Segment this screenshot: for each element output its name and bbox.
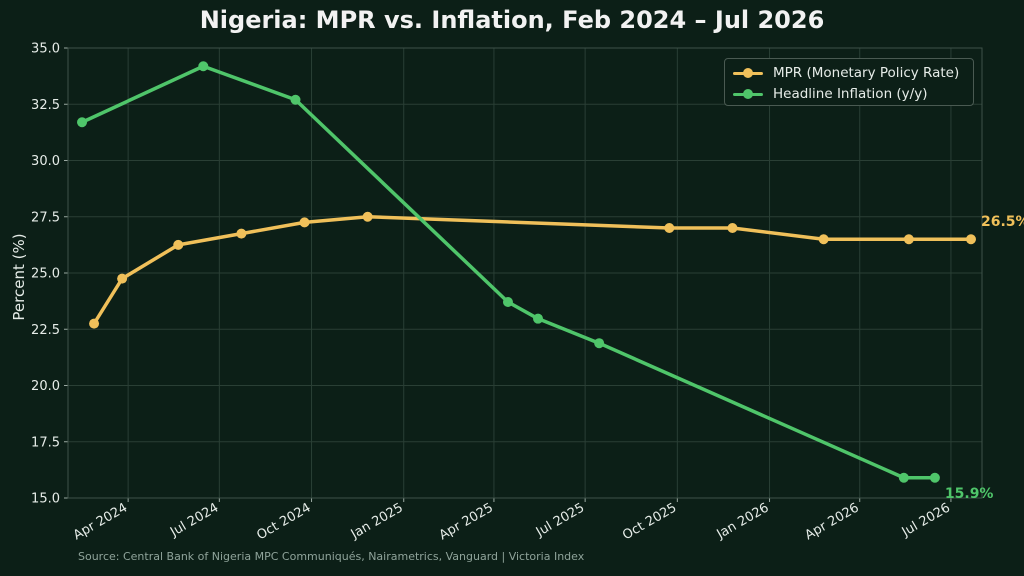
legend-item-mpr: MPR (Monetary Policy Rate) [733, 62, 965, 83]
plot-frame [67, 47, 983, 499]
data-point-mpr [965, 234, 976, 245]
data-point-mpr [173, 239, 184, 250]
data-point-mpr [664, 223, 675, 233]
x-tick-label: Apr 2024 [71, 500, 130, 543]
legend-swatch-inflation [733, 88, 763, 100]
x-tick-label: Jan 2026 [714, 500, 772, 542]
legend: MPR (Monetary Policy Rate) Headline Infl… [724, 58, 974, 106]
tick-labels: 15.0 17.5 20.0 22.5 25.0 27.5 30.0 32.5 35.0 Apr … [31, 42, 953, 544]
x-tick-label: Apr 2025 [437, 500, 496, 543]
y-tick-label: 22.5 [31, 323, 60, 338]
data-point-mpr [89, 318, 100, 329]
x-tick-label: Oct 2024 [254, 500, 313, 543]
axes [64, 47, 983, 502]
data-point-mpr [362, 211, 373, 222]
x-tick-label: Oct 2025 [620, 500, 679, 543]
data-point-inflation [929, 472, 940, 483]
x-tick-label: Jul 2026 [899, 500, 953, 540]
y-axis-label: Percent (%) [10, 233, 28, 321]
data-point-inflation [77, 117, 88, 128]
data-point-inflation [198, 61, 209, 72]
legend-swatch-mpr [733, 67, 763, 79]
y-tick-label: 20.0 [31, 379, 60, 394]
y-tick-label: 27.5 [31, 210, 60, 225]
data-point-inflation [594, 338, 605, 349]
x-tick-label: Jan 2025 [348, 500, 406, 542]
y-tick-label: 25.0 [31, 267, 60, 282]
data-point-mpr [236, 228, 247, 239]
series-line-mpr [92, 215, 973, 326]
y-tick-label: 35.0 [31, 42, 60, 57]
legend-label-inflation: Headline Inflation (y/y) [773, 85, 928, 102]
data-point-inflation [898, 472, 909, 483]
legend-label-mpr: MPR (Monetary Policy Rate) [773, 64, 960, 81]
source-note: Source: Central Bank of Nigeria MPC Comm… [78, 550, 585, 563]
series-lines [77, 61, 976, 483]
data-point-mpr [818, 234, 829, 245]
data-point-mpr [299, 217, 310, 228]
x-tick-label: Jul 2024 [167, 500, 221, 540]
data-point-mpr [117, 273, 128, 284]
y-tick-label: 15.0 [31, 492, 60, 507]
data-point-inflation [533, 313, 544, 324]
grid-lines [68, 47, 982, 499]
x-tick-label: Jul 2025 [533, 500, 587, 540]
data-point-mpr [903, 234, 914, 245]
series-line-inflation [80, 64, 937, 480]
y-tick-label: 17.5 [31, 435, 60, 450]
chart-title: Nigeria: MPR vs. Inflation, Feb 2024 – J… [199, 6, 825, 34]
data-point-inflation [502, 297, 513, 308]
y-tick-label: 32.5 [31, 98, 60, 113]
y-tick-label: 30.0 [31, 154, 60, 169]
legend-item-inflation: Headline Inflation (y/y) [733, 83, 965, 104]
mpr-end-value-label: 26.5% [980, 214, 1024, 231]
x-tick-label: Apr 2026 [803, 500, 862, 543]
data-point-mpr [727, 223, 738, 233]
inflation-end-value-label: 15.9% [944, 485, 994, 502]
data-point-inflation [290, 94, 301, 105]
